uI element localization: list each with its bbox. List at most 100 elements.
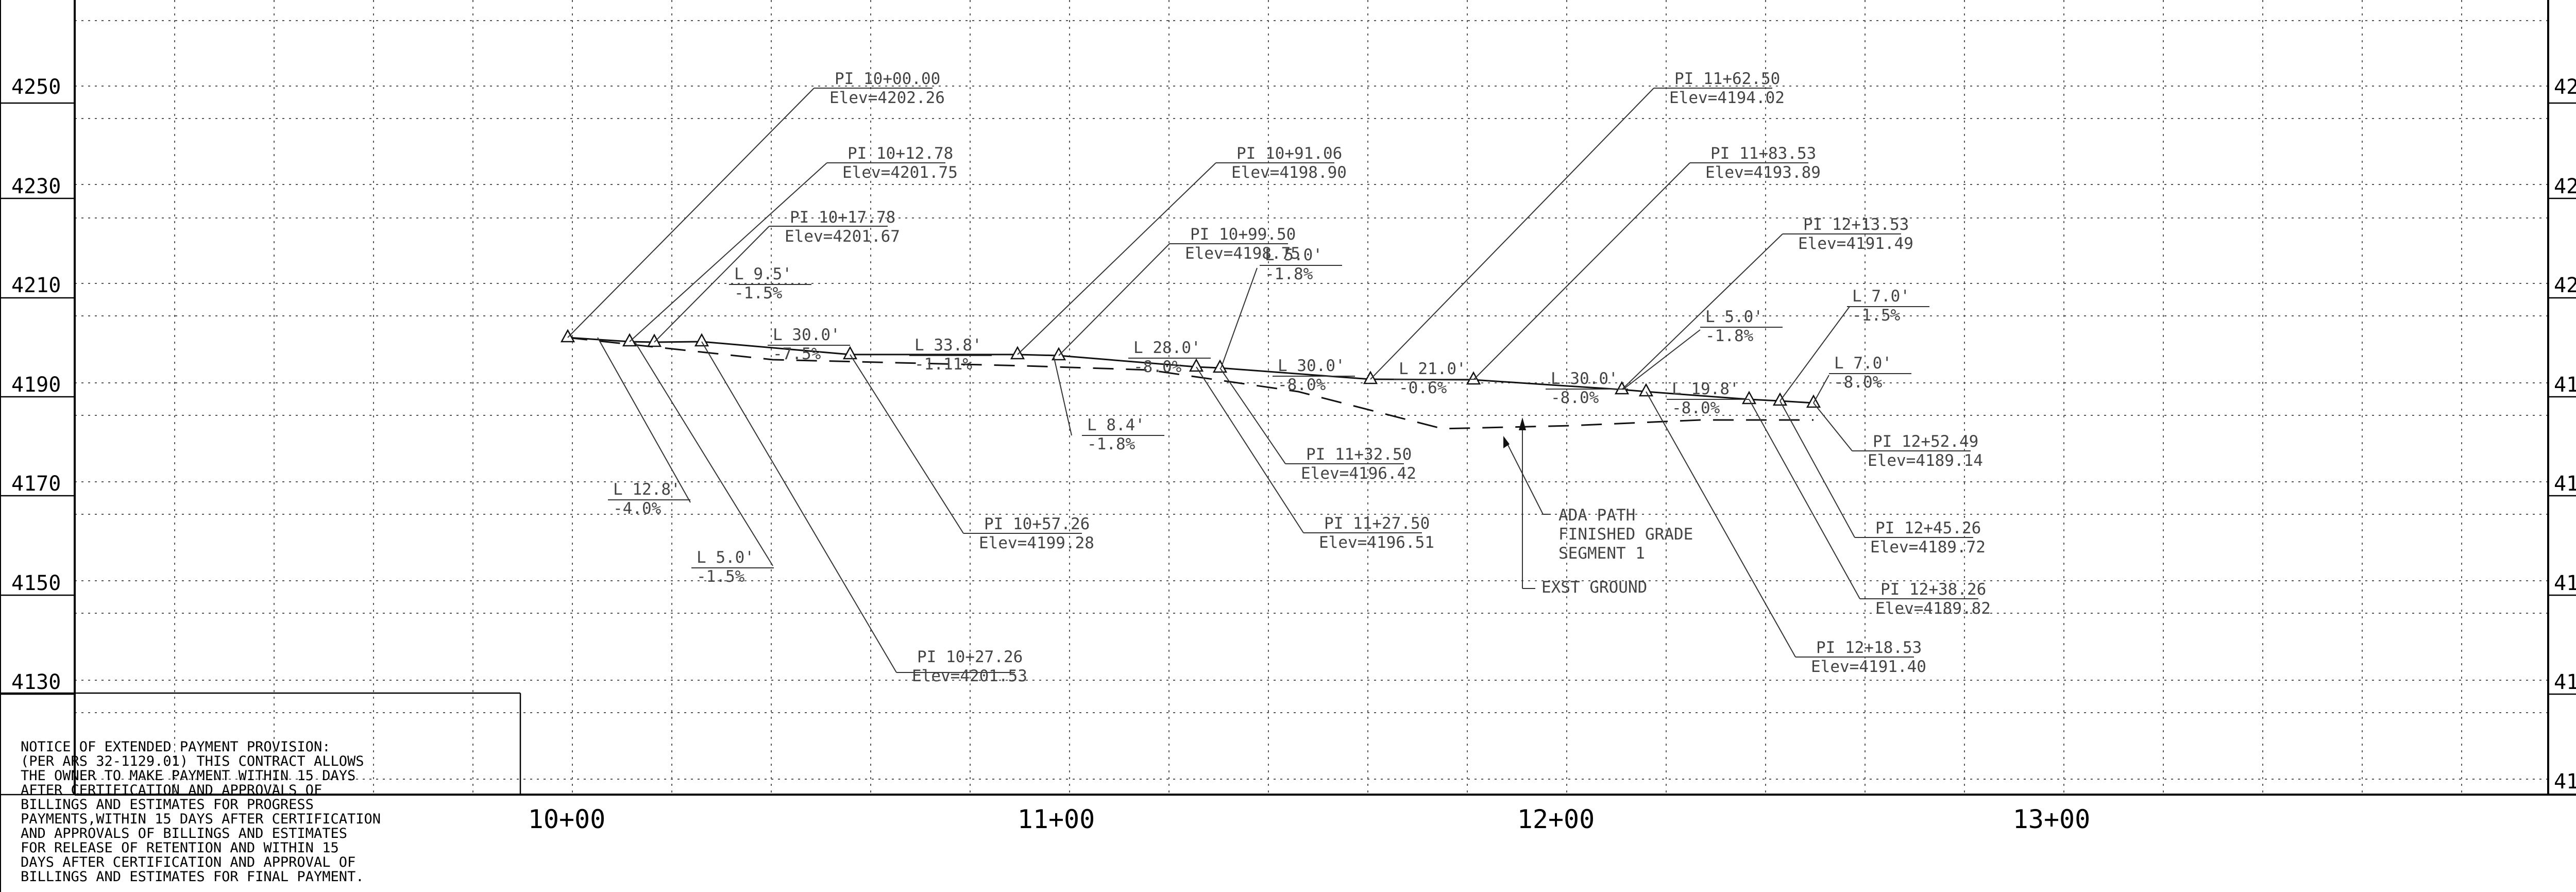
pi-station-label: PI 12+13.53 bbox=[1803, 215, 1909, 234]
elevation-label: 4130 bbox=[11, 670, 61, 694]
pi-triangle-icon bbox=[694, 333, 709, 347]
segment-length-label: L 7.0' bbox=[1852, 287, 1910, 306]
pi-triangle-icon bbox=[647, 333, 662, 347]
elevation-label: 4250 bbox=[11, 75, 61, 99]
pi-elevation-label: Elev=4198.90 bbox=[1231, 163, 1347, 182]
elevation-label: 4230 bbox=[11, 175, 61, 198]
pi-triangle-icon bbox=[1741, 391, 1757, 405]
pi-triangle-icon bbox=[1010, 346, 1025, 360]
segment-grade-label: -1.8% bbox=[1705, 327, 1754, 345]
notice-line: BILLINGS AND ESTIMATES FOR PROGRESS bbox=[21, 797, 314, 813]
elevation-scale-left: 4250 4230 4210 4190 4170 4150 4130 bbox=[11, 75, 61, 694]
ada-path-note: SEGMENT 1 bbox=[1558, 544, 1645, 563]
pi-leader-line bbox=[567, 88, 815, 338]
pi-leader-line bbox=[1646, 391, 1796, 658]
pi-leader-line bbox=[1370, 88, 1654, 380]
segment-leader-line bbox=[1053, 355, 1072, 436]
station-scale: 10+00 11+00 12+00 13+00 bbox=[528, 804, 2091, 834]
notice-line: DAYS AFTER CERTIFICATION AND APPROVAL OF bbox=[21, 854, 355, 870]
segment-grade-label: -8.0% bbox=[1834, 373, 1883, 392]
station-label: 11+00 bbox=[1018, 804, 1095, 834]
segment-length-label: L 30.0' bbox=[1278, 357, 1345, 375]
pi-station-label: PI 10+91.06 bbox=[1236, 144, 1342, 163]
notice-line: AND APPROVALS OF BILLINGS AND ESTIMATES bbox=[21, 826, 347, 841]
segment-grade-label: -8.0% bbox=[1133, 358, 1182, 376]
ada-path-finished-grade-line bbox=[567, 336, 1814, 404]
pi-triangle-icon bbox=[1806, 394, 1821, 408]
segment-grade-label: -1.5% bbox=[734, 284, 783, 302]
notice-line: AFTER CERTIFICATION AND APPROVALS OF bbox=[21, 782, 322, 798]
segment-length-label: L 30.0' bbox=[1551, 369, 1618, 388]
profile-annotations: ADA PATH FINISHED GRADE SEGMENT 1 EXST G… bbox=[1503, 417, 1693, 597]
pi-elevation-label: Elev=4189.72 bbox=[1870, 538, 1986, 557]
pi-triangle-icon bbox=[1466, 371, 1481, 385]
pi-elevation-label: Elev=4194.02 bbox=[1669, 89, 1785, 107]
segment-leader-line bbox=[1221, 267, 1258, 368]
notice-line: (PER ARS 32-1129.01) THIS CONTRACT ALLOW… bbox=[21, 753, 364, 769]
pi-leader-line bbox=[850, 354, 964, 534]
notice-line: NOTICE OF EXTENDED PAYMENT PROVISION: bbox=[21, 739, 330, 755]
notice-line: PAYMENTS,WITHIN 15 DAYS AFTER CERTIFICAT… bbox=[21, 811, 381, 827]
pi-markers bbox=[560, 329, 1821, 408]
pi-triangle-icon bbox=[560, 329, 575, 343]
existing-ground-line bbox=[566, 336, 1814, 430]
pi-station-label: PI 12+52.49 bbox=[1873, 432, 1978, 451]
arrow-head-icon bbox=[1519, 417, 1526, 430]
pi-triangle-icon bbox=[1638, 383, 1654, 397]
station-label: 12+00 bbox=[1517, 804, 1595, 834]
elevation-label: 4150 bbox=[2554, 571, 2576, 595]
segment-grade-label: -1.11% bbox=[914, 355, 972, 374]
elevation-label: 4210 bbox=[2554, 274, 2576, 297]
pi-elevation-label: Elev=4199.28 bbox=[979, 534, 1094, 552]
pi-station-label: PI 10+27.26 bbox=[917, 648, 1023, 666]
segment-length-label: L 30.0' bbox=[773, 326, 840, 344]
segment-leader-line bbox=[1780, 306, 1850, 401]
segment-grade-label: -8.0% bbox=[1551, 389, 1599, 407]
elevation-label: 4210 bbox=[11, 274, 61, 297]
pi-leader-line bbox=[654, 226, 770, 343]
pi-elevation-label: Elev=4189.82 bbox=[1875, 599, 1991, 618]
pi-triangle-icon bbox=[622, 333, 637, 347]
pi-leader-line bbox=[629, 162, 827, 342]
pi-triangle-icon bbox=[1051, 347, 1066, 361]
pi-station-label: PI 10+99.50 bbox=[1190, 225, 1296, 244]
pi-leader-line bbox=[1473, 162, 1690, 380]
pi-triangle-icon bbox=[1363, 371, 1378, 384]
segment-leader-line bbox=[597, 337, 691, 503]
elevation-label: 4230 bbox=[2554, 175, 2576, 198]
segment-labels: L 12.8'-4.0%L 5.0'-1.5%L 9.5'-1.5%L 30.0… bbox=[597, 246, 1929, 586]
pi-elevation-label: Elev=4201.53 bbox=[912, 667, 1027, 685]
pi-leader-line bbox=[1780, 400, 1855, 538]
exst-ground-note: EXST GROUND bbox=[1541, 578, 1647, 597]
pi-leader-line bbox=[1058, 243, 1170, 356]
segment-length-label: L 5.0' bbox=[697, 548, 754, 567]
segment-grade-label: -4.0% bbox=[613, 499, 662, 518]
segment-leader-line bbox=[1622, 329, 1701, 390]
pi-triangle-icon bbox=[1189, 358, 1204, 372]
ada-path-note: FINISHED GRADE bbox=[1558, 525, 1693, 544]
segment-grade-label: -0.6% bbox=[1399, 379, 1447, 397]
pi-elevation-label: Elev=4191.49 bbox=[1798, 234, 1913, 253]
pi-station-label: PI 10+17.78 bbox=[790, 208, 895, 227]
pi-leader-line bbox=[1621, 233, 1783, 390]
pi-elevation-label: Elev=4201.75 bbox=[842, 163, 958, 182]
pi-elevation-label: Elev=4198.75 bbox=[1185, 244, 1300, 263]
segment-length-label: L 28.0' bbox=[1133, 339, 1201, 357]
vertical-grid bbox=[174, 0, 2462, 795]
pi-elevation-label: Elev=4191.40 bbox=[1811, 658, 1926, 676]
segment-length-label: L 9.5' bbox=[734, 265, 792, 283]
pi-leader-line bbox=[1749, 399, 1860, 599]
segment-grade-label: -1.5% bbox=[697, 567, 745, 586]
pi-elevation-label: Elev=4196.51 bbox=[1319, 533, 1434, 552]
elevation-label: 4130 bbox=[2554, 670, 2576, 694]
elevation-label: 4250 bbox=[2554, 75, 2576, 99]
ada-path-note: ADA PATH bbox=[1558, 506, 1635, 525]
pi-leader-line bbox=[1017, 162, 1216, 355]
pi-elevation-label: Elev=4202.26 bbox=[829, 89, 945, 107]
pi-leader-line bbox=[1219, 367, 1286, 464]
notice-line: BILLINGS AND ESTIMATES FOR FINAL PAYMENT… bbox=[21, 869, 364, 885]
